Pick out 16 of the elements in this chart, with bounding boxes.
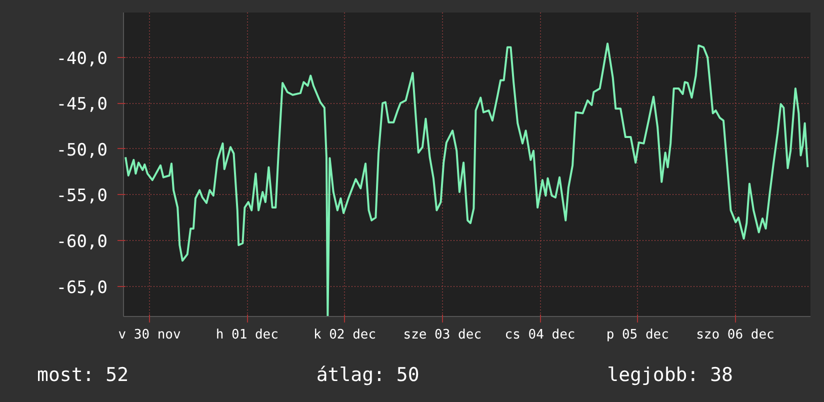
x-tick-label: sze 03 dec — [403, 328, 482, 342]
y-tick-label: -50,0 — [56, 140, 108, 160]
x-tick-label: h 01 dec — [216, 328, 278, 342]
text: legjobb: 38 — [607, 363, 733, 388]
x-tick-label: v 30 nov — [118, 328, 182, 342]
text: most: 52 — [37, 363, 129, 388]
y-tick-label: -45,0 — [56, 94, 108, 115]
x-tick-label: k 02 dec — [313, 328, 376, 342]
x-tick-label: cs 04 dec — [504, 328, 576, 342]
y-tick-label: -40,0 — [56, 48, 108, 69]
y-tick-label: -65,0 — [56, 278, 108, 298]
y-tick-label: -60,0 — [56, 232, 108, 252]
text: átlag: 50 — [316, 363, 420, 388]
x-tick-label: p 05 dec — [606, 328, 669, 342]
x-tick-label: szo 06 dec — [696, 328, 774, 342]
y-tick-label: -55,0 — [56, 186, 108, 206]
